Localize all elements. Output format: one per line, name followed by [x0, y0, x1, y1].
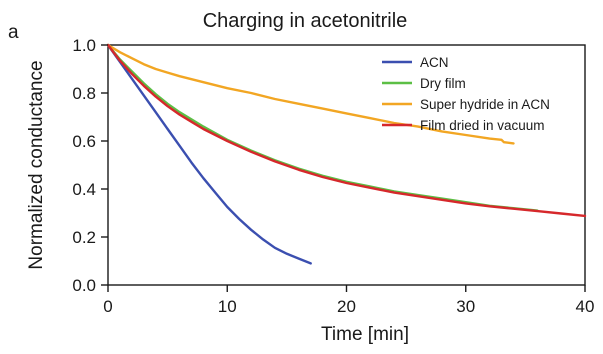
x-tick-label: 30 — [456, 297, 475, 316]
y-tick-label: 0.0 — [72, 276, 96, 295]
series-line-4 — [106, 43, 587, 218]
series-line-1 — [106, 43, 312, 265]
axis-layer: 0 10 20 30 40 0.0 0.2 0.4 0.6 0.8 1.0 — [72, 36, 594, 316]
y-tick-label: 0.8 — [72, 84, 96, 103]
x-tick-label: 40 — [576, 297, 595, 316]
plot-area — [107, 44, 586, 286]
y-tick-label: 1.0 — [72, 36, 96, 55]
panel-label: a — [8, 22, 19, 43]
legend-label: Dry film — [420, 76, 466, 91]
series-layer — [106, 43, 587, 265]
chart-title: Charging in acetonitrile — [203, 10, 408, 32]
legend-label: Film dried in vacuum — [420, 118, 545, 133]
y-tick-label: 0.2 — [72, 228, 96, 247]
x-axis-title: Time [min] — [321, 324, 409, 345]
y-tick-label: 0.4 — [72, 180, 96, 199]
y-tick-label: 0.6 — [72, 132, 96, 151]
plot-frame — [107, 44, 586, 286]
legend: ACN Dry film Super hydride in ACN Film drie… — [382, 55, 550, 133]
series-line-3 — [106, 43, 515, 145]
x-tick-label: 0 — [103, 297, 112, 316]
y-axis-title: Normalized conductance — [26, 60, 47, 269]
legend-label: Super hydride in ACN — [420, 97, 550, 112]
x-tick-label: 10 — [218, 297, 237, 316]
x-tick-label: 20 — [337, 297, 356, 316]
legend-label: ACN — [420, 55, 449, 70]
